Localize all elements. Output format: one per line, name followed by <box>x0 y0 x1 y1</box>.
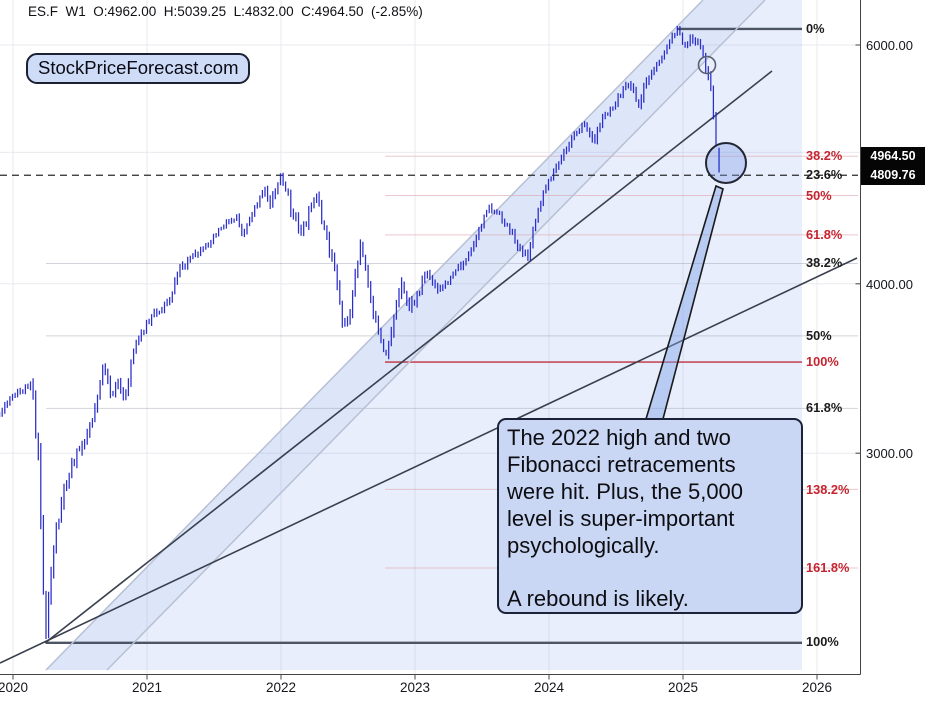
fib-level-label: 138.2% <box>806 482 850 497</box>
annotations <box>644 55 747 420</box>
callout-paragraph-2: A rebound is likely. <box>507 586 689 611</box>
fib-level-label: 38.2% <box>806 255 843 270</box>
fib-level-label: 61.8% <box>806 400 843 415</box>
fib-level-label: 100% <box>806 634 839 649</box>
price-axis-label: 6000.00 <box>866 38 913 53</box>
year-axis-label: 2026 <box>801 680 833 695</box>
watermark-label: StockPriceForecast.com <box>38 57 239 78</box>
year-axis-label: 2020 <box>0 680 29 695</box>
price-badge: 4809.76 <box>861 165 925 185</box>
watermark-badge: StockPriceForecast.com <box>26 53 251 84</box>
fib-level-label: 38.2% <box>806 148 843 163</box>
ohlc-header: ES.F W1 O:4962.00 H:5039.25 L:4832.00 C:… <box>28 4 423 19</box>
fib-level-label: 100% <box>806 354 839 369</box>
fib-level-label: 23.6% <box>806 167 843 182</box>
price-badge: 4964.50 <box>861 147 925 167</box>
year-axis-label: 2022 <box>265 680 297 695</box>
fib-level-label: 50% <box>806 328 832 343</box>
year-axis-label: 2021 <box>131 680 163 695</box>
price-axis-label: 4000.00 <box>866 276 913 292</box>
price-series <box>0 26 720 639</box>
trendlines <box>0 0 858 671</box>
callout-paragraph-1: The 2022 high and two Fibonacci retracem… <box>507 425 744 558</box>
year-axis-label: 2023 <box>399 680 431 695</box>
year-axis-label: 2024 <box>533 680 565 695</box>
fib-level-label: 0% <box>806 21 825 36</box>
gridlines <box>0 0 861 675</box>
callout-box: The 2022 high and two Fibonacci retracem… <box>497 418 803 614</box>
price-axis-label: 3000.00 <box>866 446 913 462</box>
fib-level-label: 161.8% <box>806 560 850 575</box>
target-highlight-circle <box>705 142 747 184</box>
year-axis-label: 2025 <box>667 680 699 695</box>
fib-level-label: 61.8% <box>806 227 843 242</box>
breakdown-highlight-circle <box>697 55 717 75</box>
fib-level-label: 50% <box>806 188 832 203</box>
axes <box>0 0 861 680</box>
